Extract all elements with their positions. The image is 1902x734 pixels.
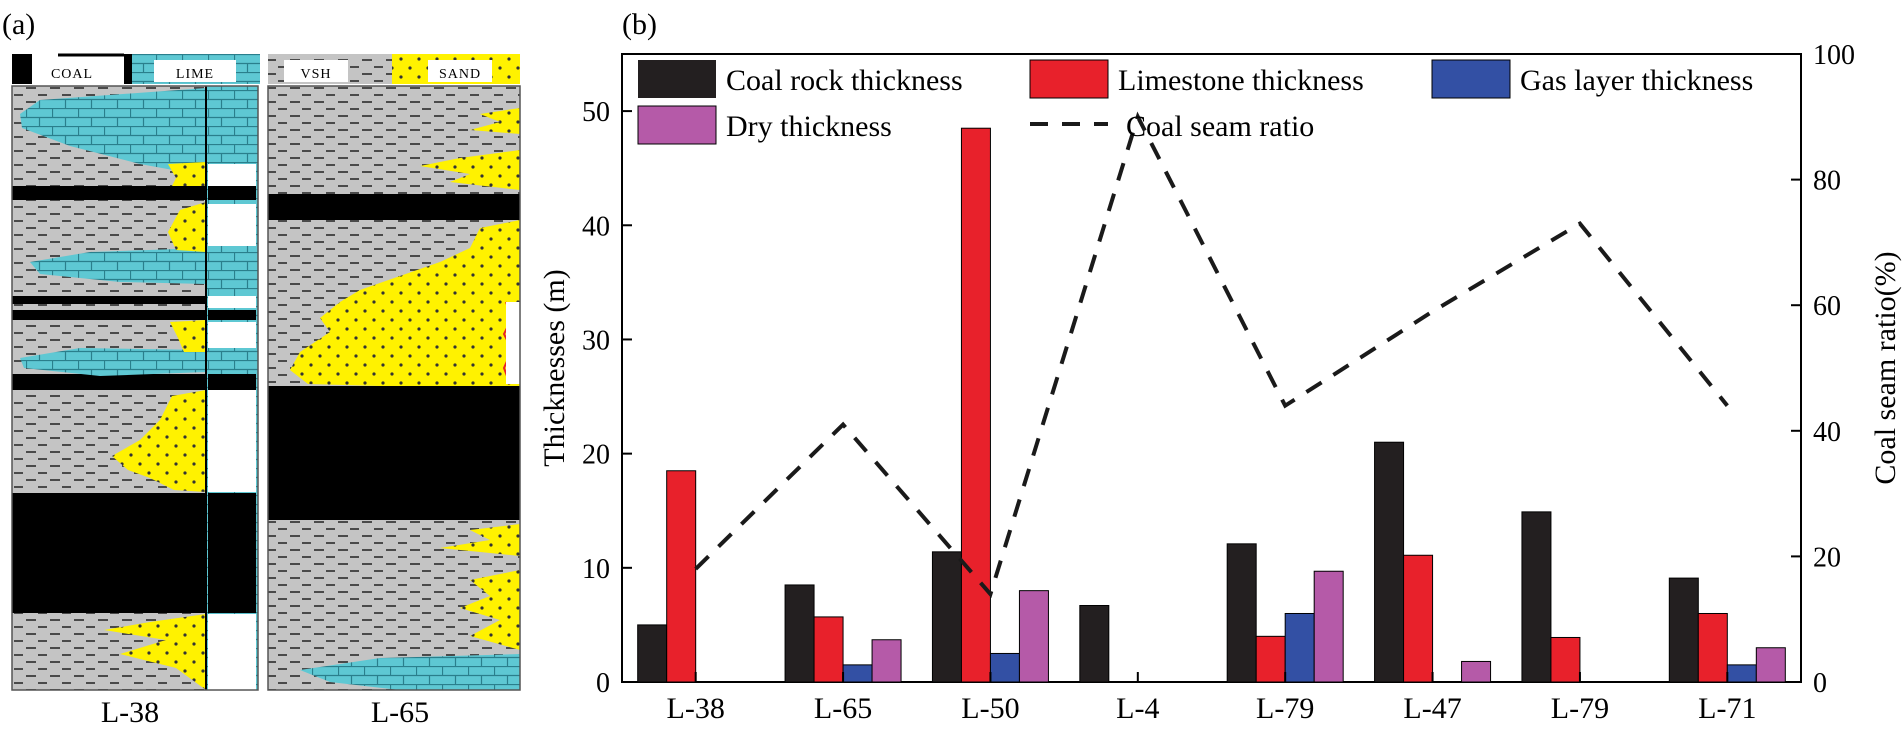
y-axis-title-left: Thicknesses (m)	[538, 269, 571, 466]
x-tick-label: L-4	[1116, 692, 1159, 725]
bar-dry-5	[1313, 570, 1344, 683]
right-tick-label: 40	[1813, 417, 1841, 448]
panel-a-label: (a)	[2, 8, 35, 41]
bar-limestone-5	[1255, 635, 1286, 683]
bar-limestone-8	[1697, 612, 1728, 683]
chart-legend: Coal rock thickness Limestone thickness …	[637, 59, 1753, 145]
log-well-label-l65: L-65	[371, 696, 429, 729]
plot-frame	[621, 53, 1802, 683]
legend-label-dry: Dry thickness	[726, 110, 892, 143]
left-tick-label: 40	[582, 211, 610, 242]
bar-dry-8	[1755, 647, 1786, 683]
bar-limestone-2	[813, 616, 844, 683]
x-tick-label: L-71	[1698, 692, 1756, 725]
right-tick-label: 20	[1813, 542, 1841, 573]
log-column-l65	[267, 85, 521, 691]
right-tick-label: 0	[1813, 668, 1827, 699]
log-legend-lime: LIME	[176, 67, 214, 82]
log-legend: COAL LIME VSH SAND	[12, 53, 520, 84]
left-tick-label: 10	[582, 554, 610, 585]
bar-coal-7	[1521, 511, 1552, 683]
bar-dry-2	[871, 639, 902, 683]
left-tick-label: 20	[582, 440, 610, 471]
legend-swatch-coal	[638, 60, 716, 98]
y-axis-title-right: Coal seam ratio(%)	[1869, 251, 1902, 484]
x-tick-label: L-79	[1551, 692, 1609, 725]
x-tick-label: L-79	[1256, 692, 1314, 725]
x-tick-label: L-50	[961, 692, 1019, 725]
bar-coal-6	[1374, 441, 1405, 683]
log-column-l38	[11, 85, 259, 691]
bar-coal-1	[637, 624, 668, 683]
bar-coal-5	[1226, 543, 1257, 683]
bar-coal-4	[1079, 604, 1110, 683]
bar-gas-2	[842, 664, 873, 683]
left-tick-label: 0	[596, 668, 610, 699]
legend-label-ratio: Coal seam ratio	[1126, 110, 1314, 143]
coal-seam-ratio-line	[694, 111, 1729, 599]
legend-swatch-gas	[1431, 59, 1511, 99]
bar-coal-3	[931, 551, 962, 683]
legend-label-gas: Gas layer thickness	[1520, 64, 1753, 97]
bar-gas-8	[1726, 664, 1757, 683]
log-legend-vsh: VSH	[300, 67, 331, 82]
legend-swatch-limestone	[1029, 59, 1109, 99]
bar-limestone-1	[666, 470, 697, 683]
legend-label-coal: Coal rock thickness	[726, 64, 963, 97]
right-tick-label: 80	[1813, 166, 1841, 197]
log-legend-sand: SAND	[439, 67, 481, 82]
bar-limestone-3	[960, 127, 991, 683]
x-tick-label: L-47	[1403, 692, 1461, 725]
bar-limestone-6	[1403, 554, 1434, 683]
right-tick-label: 100	[1813, 40, 1855, 71]
bar-dry-3	[1018, 590, 1049, 683]
x-tick-label: L-65	[814, 692, 872, 725]
log-legend-coal: COAL	[51, 67, 93, 82]
bar-coal-8	[1668, 577, 1699, 683]
left-tick-label: 30	[582, 325, 610, 356]
legend-label-limestone: Limestone thickness	[1118, 64, 1364, 97]
panel-b-label: (b)	[622, 8, 657, 41]
bar-limestone-7	[1550, 636, 1581, 683]
right-tick-label: 60	[1813, 291, 1841, 322]
bar-gas-5	[1284, 612, 1315, 683]
x-tick-label: L-38	[667, 692, 725, 725]
bar-dry-6	[1461, 660, 1492, 683]
bar-coal-2	[784, 584, 815, 683]
bar-gas-3	[989, 652, 1020, 683]
plot-area: 0 10 20 30 40 50 0 20 40 60 80 100 L-38 L-65 L-50 L-4…	[582, 40, 1855, 725]
left-tick-label: 50	[582, 97, 610, 128]
legend-swatch-dry	[637, 105, 717, 145]
log-well-label-l38: L-38	[101, 696, 159, 729]
